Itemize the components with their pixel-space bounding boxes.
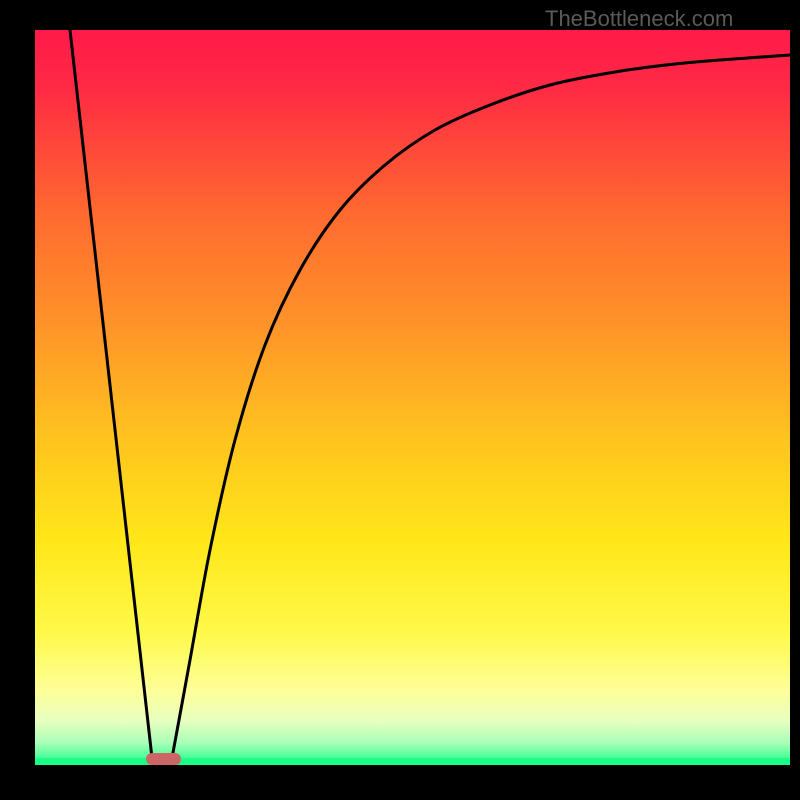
right-asymptote-curve [172, 55, 790, 758]
chart-plot-area [35, 30, 790, 765]
curve-layer [35, 30, 790, 765]
watermark-text: TheBottleneck.com [545, 6, 733, 32]
left-v-line [70, 30, 152, 758]
optimal-marker [146, 753, 181, 765]
